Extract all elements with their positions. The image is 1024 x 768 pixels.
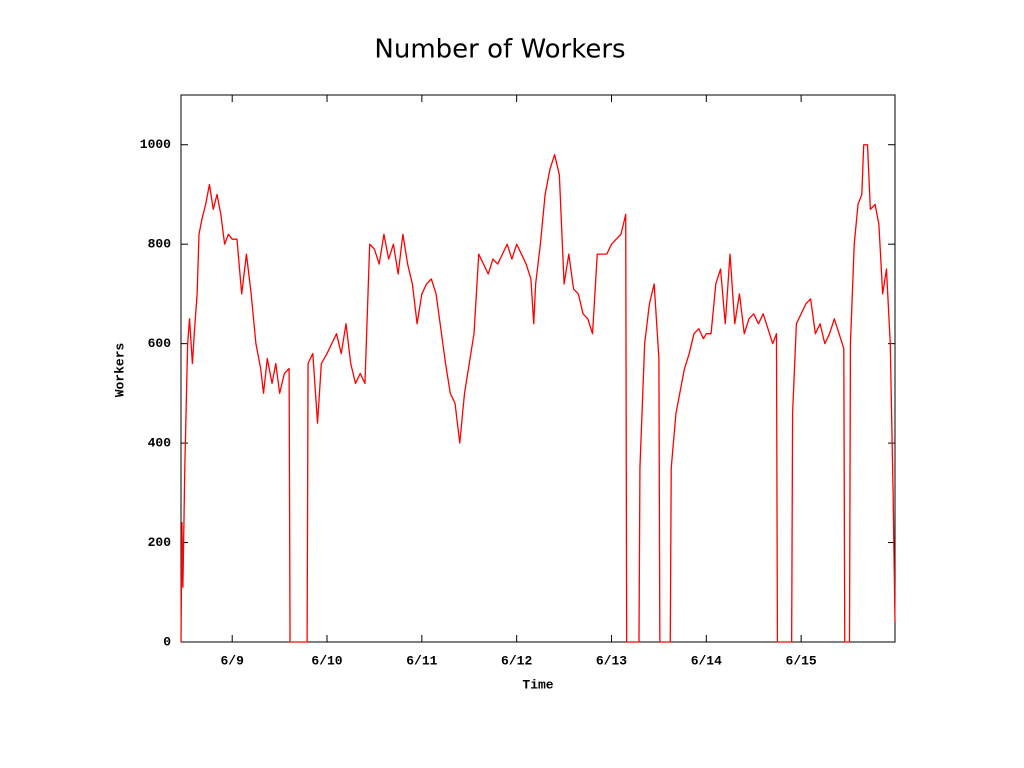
y-tick-label: 600	[148, 336, 172, 351]
y-tick-label: 0	[163, 634, 171, 649]
x-tick-label: 6/15	[786, 653, 817, 668]
x-tick-label: 6/14	[691, 653, 722, 668]
x-tick-label: 6/12	[501, 653, 532, 668]
y-tick-label: 400	[148, 436, 172, 451]
plot-frame	[180, 94, 896, 643]
x-tick-label: 6/11	[406, 653, 437, 668]
x-tick-label: 6/9	[221, 653, 245, 668]
x-tick-label: 6/13	[596, 653, 627, 668]
x-axis-label: Time	[522, 677, 553, 692]
chart-title: Number of Workers	[374, 35, 625, 65]
data-line	[180, 144, 896, 643]
y-tick-label: 200	[148, 535, 172, 550]
y-tick-label: 1000	[140, 137, 171, 152]
x-tick-label: 6/10	[311, 653, 342, 668]
y-tick-label: 800	[148, 237, 172, 252]
y-axis-label: Workers	[112, 342, 127, 397]
